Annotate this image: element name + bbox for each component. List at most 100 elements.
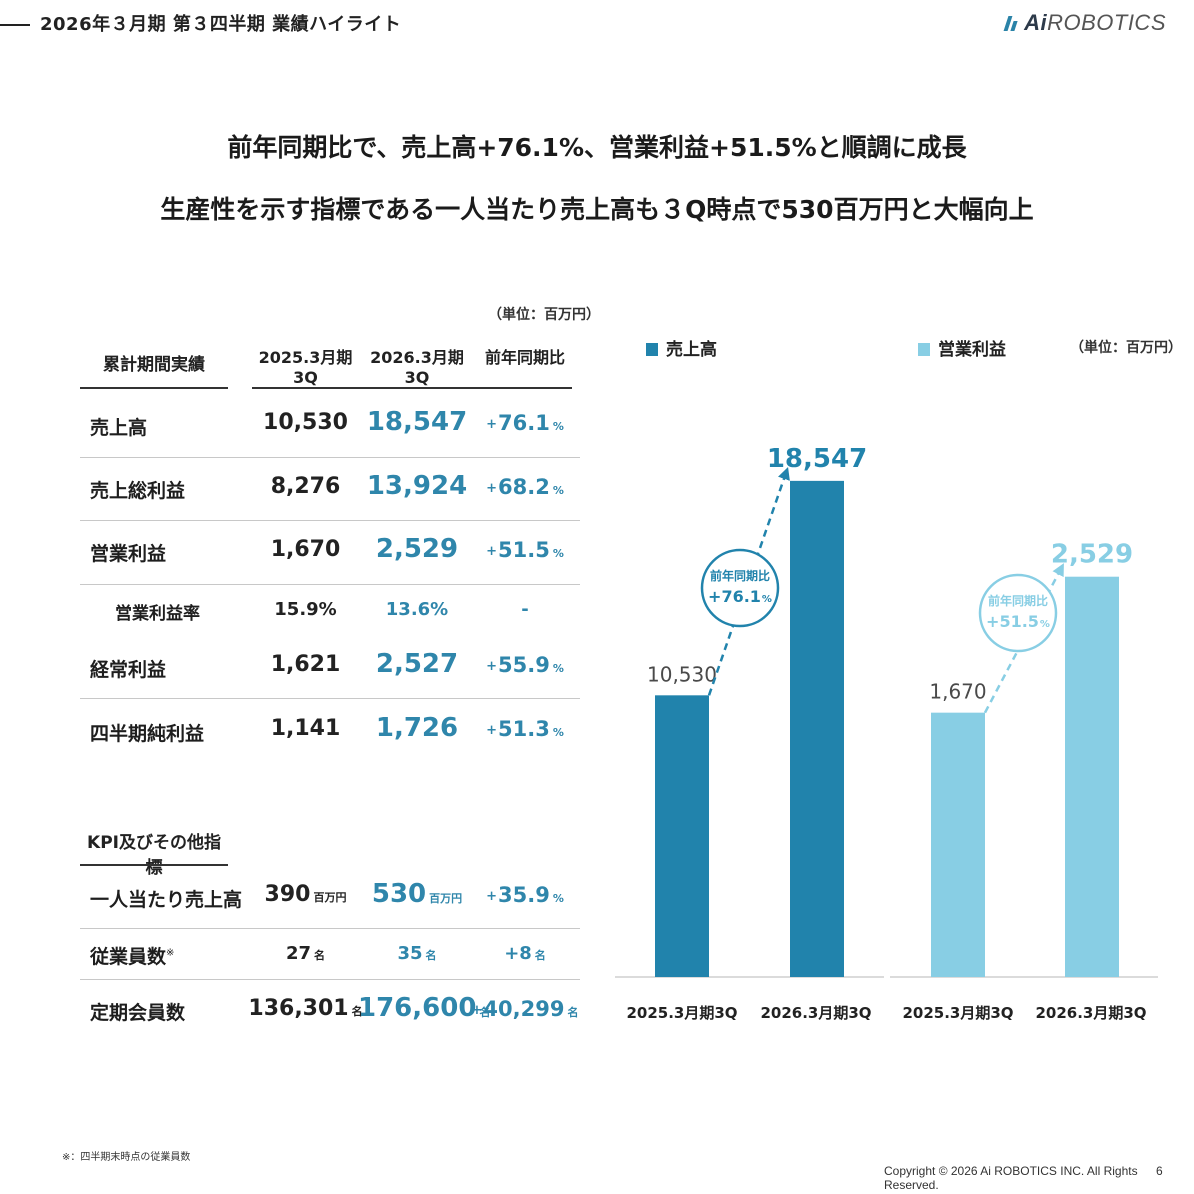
cell-operating-profit-yoy: +51.5% bbox=[470, 538, 580, 562]
cell-net-income-curr: 1,726 bbox=[375, 713, 459, 743]
cell-members-yoy: +40,299 名 bbox=[470, 997, 580, 1021]
cell-members-curr: 176,600 名 bbox=[358, 993, 490, 1023]
table-unit-note: （単位：百万円） bbox=[488, 307, 600, 323]
company-logo: AiROBOTICS bbox=[1003, 10, 1166, 36]
cell-ordinary-profit-curr: 2,527 bbox=[375, 649, 459, 679]
growth-badge-value: +76.1% bbox=[708, 587, 772, 606]
column-header-underline bbox=[252, 387, 572, 389]
cell-operating-margin-yoy: - bbox=[521, 599, 529, 620]
cell-operating-profit-prev: 1,670 bbox=[270, 537, 341, 562]
plus-sign: + bbox=[486, 659, 498, 674]
kpi-value: 176,600 bbox=[358, 993, 477, 1023]
plus-sign: + bbox=[486, 544, 498, 559]
yoy-unit: % bbox=[552, 420, 564, 433]
yoy-value: 55.9 bbox=[498, 653, 550, 677]
yoy-unit: 名 bbox=[534, 949, 546, 962]
logo-ai-text: Ai bbox=[1024, 10, 1048, 35]
footnote-mark: ※ bbox=[166, 947, 175, 959]
x-label-sales-curr: 2026.3月期3Q bbox=[760, 1004, 872, 1022]
kpi-value: 27 bbox=[285, 943, 312, 964]
row-label-operating-margin: 営業利益率 bbox=[115, 604, 200, 624]
row-divider bbox=[80, 698, 580, 699]
legend-label: 売上高 bbox=[666, 340, 717, 360]
cell-members-prev: 136,301 名 bbox=[248, 996, 363, 1021]
page-number: 6 bbox=[1156, 1164, 1163, 1178]
logo-robotics-text: ROBOTICS bbox=[1047, 10, 1166, 35]
kpi-value: 136,301 bbox=[248, 996, 349, 1021]
yoy-unit: % bbox=[552, 547, 564, 560]
cell-ordinary-profit-prev: 1,621 bbox=[270, 652, 341, 677]
cell-gross-profit-yoy: +68.2% bbox=[470, 475, 580, 499]
row-label-employees: 従業員数※ bbox=[90, 942, 174, 969]
cell-gross-profit-prev: 8,276 bbox=[270, 474, 341, 499]
yoy-value: 68.2 bbox=[498, 475, 550, 499]
x-label-sales-prev: 2025.3月期3Q bbox=[626, 1004, 738, 1022]
headline-line-2: 生産性を示す指標である一人当たり売上高も３Q時点で530百万円と大幅向上 bbox=[160, 195, 1034, 224]
kpi-unit: 名 bbox=[314, 949, 326, 962]
cell-net-income-yoy: +51.3% bbox=[470, 717, 580, 741]
cell-sales-curr: 18,547 bbox=[366, 407, 468, 437]
cell-employees-prev: 27 名 bbox=[248, 943, 363, 964]
row-divider bbox=[80, 520, 580, 521]
cell-operating-margin-curr: 13.6% bbox=[385, 599, 449, 620]
x-label-op-curr: 2026.3月期3Q bbox=[1035, 1004, 1147, 1022]
chart-unit-note: （単位：百万円） bbox=[1070, 340, 1182, 356]
row-label-net-income: 四半期純利益 bbox=[90, 723, 205, 745]
column-header-prev: 2025.3月期3Q bbox=[258, 348, 353, 387]
section-heading-kpi: KPI及びその他指標 bbox=[87, 833, 221, 878]
row-label-members: 定期会員数 bbox=[90, 1002, 186, 1024]
cell-gross-profit-curr: 13,924 bbox=[366, 471, 468, 501]
row-label-text: 従業員数 bbox=[90, 946, 167, 968]
growth-badge-unit: % bbox=[1040, 619, 1050, 630]
row-label-gross-profit: 売上総利益 bbox=[90, 480, 186, 502]
cell-ordinary-profit-yoy: +55.9% bbox=[470, 653, 580, 677]
kpi-value: 35 bbox=[397, 943, 423, 964]
kpi-unit: 名 bbox=[351, 1005, 363, 1018]
legend-label: 営業利益 bbox=[938, 340, 1006, 360]
legend-swatch-icon bbox=[918, 343, 930, 356]
row-label-sales-per-employee: 一人当たり売上高 bbox=[90, 889, 243, 911]
row-divider bbox=[80, 457, 580, 458]
bar-prev bbox=[655, 695, 709, 977]
yoy-unit: 名 bbox=[567, 1006, 579, 1019]
plus-sign: + bbox=[486, 481, 498, 496]
section-underline bbox=[80, 864, 228, 866]
yoy-unit: % bbox=[552, 726, 564, 739]
section-heading-cumulative: 累計期間実績 bbox=[103, 355, 205, 375]
data-label-prev: 10,530 bbox=[647, 662, 717, 686]
column-header-curr: 2026.3月期3Q bbox=[370, 348, 464, 387]
row-divider bbox=[80, 979, 580, 980]
operating-profit-chart: 1,670 2,529 前年同期比 +51.5% bbox=[890, 540, 1158, 978]
bar-prev bbox=[931, 712, 985, 977]
growth-badge-label: 前年同期比 bbox=[988, 593, 1048, 608]
growth-badge-label: 前年同期比 bbox=[710, 568, 770, 583]
data-label-curr: 2,529 bbox=[1051, 540, 1133, 570]
headline-line-1: 前年同期比で、売上高+76.1%、営業利益+51.5%と順調に成長 bbox=[227, 133, 967, 162]
header-rule bbox=[0, 24, 30, 26]
kpi-value: 390 bbox=[264, 882, 311, 907]
row-divider bbox=[80, 584, 580, 585]
cell-sales-per-employee-yoy: +35.9% bbox=[470, 883, 580, 907]
yoy-unit: % bbox=[552, 892, 564, 905]
growth-arrow bbox=[707, 466, 790, 696]
data-label-curr: 18,547 bbox=[767, 444, 867, 474]
kpi-unit: 百万円 bbox=[313, 891, 347, 904]
bar-curr bbox=[790, 480, 844, 977]
kpi-value: 530 bbox=[371, 879, 427, 909]
cell-net-income-prev: 1,141 bbox=[270, 716, 341, 741]
page-title: 2026年３月期 第３四半期 業績ハイライト bbox=[40, 14, 402, 35]
kpi-unit: 名 bbox=[425, 949, 437, 962]
yoy-value: 51.5 bbox=[498, 538, 550, 562]
growth-badge-value: +51.5% bbox=[986, 612, 1050, 631]
cell-sales-per-employee-curr: 530 百万円 bbox=[358, 879, 476, 909]
yoy-value: 51.3 bbox=[498, 717, 550, 741]
cell-operating-profit-curr: 2,529 bbox=[375, 534, 459, 564]
cell-sales-per-employee-prev: 390 百万円 bbox=[248, 882, 363, 907]
row-label-sales: 売上高 bbox=[90, 417, 148, 439]
cell-employees-curr: 35 名 bbox=[358, 943, 476, 964]
bar-curr bbox=[1065, 576, 1119, 977]
legend-sales: 売上高 bbox=[646, 335, 717, 360]
row-label-ordinary-profit: 経常利益 bbox=[90, 659, 167, 681]
data-label-prev: 1,670 bbox=[929, 680, 986, 704]
